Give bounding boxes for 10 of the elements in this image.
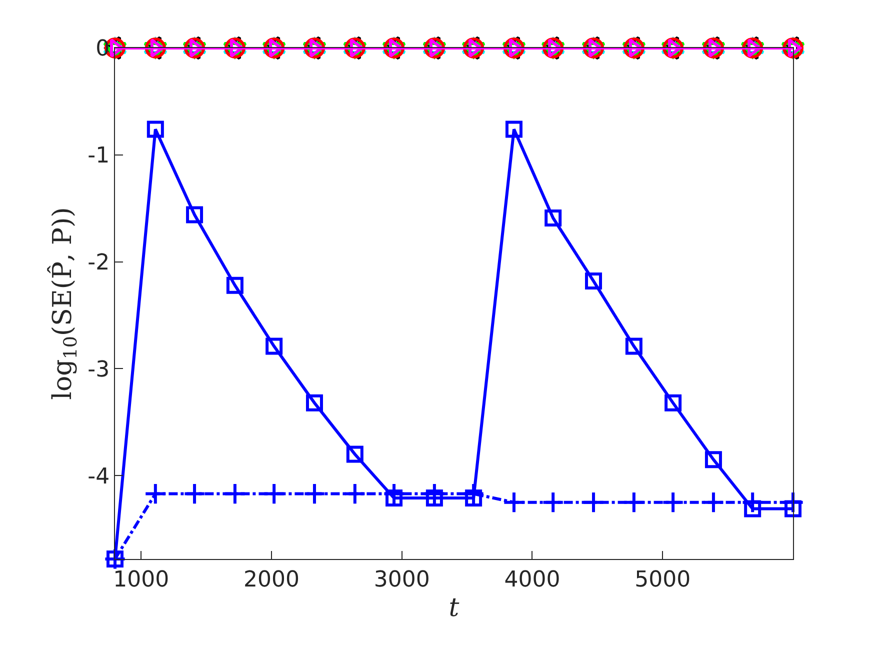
x-axis-title: t xyxy=(448,593,460,624)
x-tick-label: 3000 xyxy=(374,567,430,592)
x-tick-label: 4000 xyxy=(504,567,560,592)
y-tick-label: -4 xyxy=(88,464,110,490)
x-tick-label: 2000 xyxy=(243,567,300,592)
y-tick-label: -2 xyxy=(88,250,110,276)
y-tick-label: -1 xyxy=(88,144,110,169)
x-tick-label: 5000 xyxy=(634,567,691,592)
x-tick-label: 1000 xyxy=(113,567,170,592)
y-tick-label: -3 xyxy=(88,357,110,382)
